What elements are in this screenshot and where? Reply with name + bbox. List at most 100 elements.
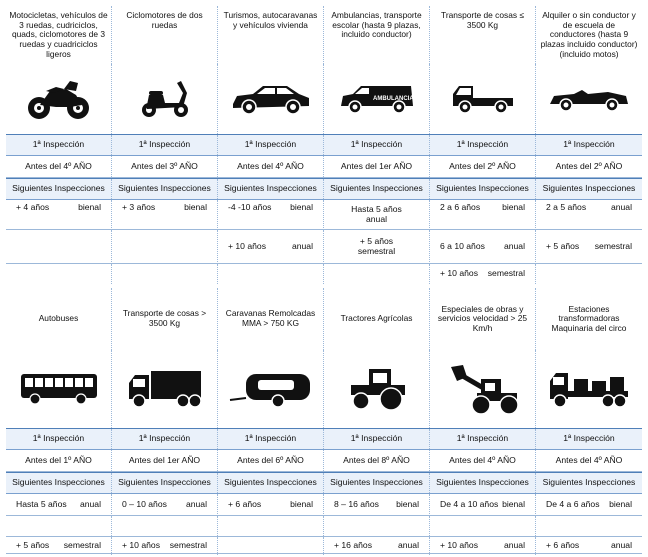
bottom-header-row: Autobuses Transporte de cosas > 3500 Kg … [6,288,642,350]
tractor-icon [350,369,405,411]
header-special-works: Especiales de obras y servicios velocida… [430,288,536,350]
period-cell: + 5 años semestral [6,537,112,555]
period-cell: + 6 años bienal [218,494,324,516]
caravan-icon [229,374,310,408]
top-period-row-1: + 4 años bienal + 3 años bienal -4 -10 año… [6,200,642,230]
header-motorcycles: Motocicletas, vehículos de 3 ruedas, cud… [6,6,112,64]
next-inspections-label: Siguientes Inspecciones [6,179,112,199]
first-inspection-value: Antes del 3º AÑO [112,156,218,177]
bottom-next-inspections-row: Siguientes Inspecciones Siguientes Inspe… [6,472,642,494]
header-light-transport: Transporte de cosas ≤ 3500 Kg [430,6,536,64]
header-heavy-transport: Transporte de cosas > 3500 Kg [112,288,218,350]
next-inspections-label: Siguientes Inspecciones [536,473,642,493]
first-inspection-label: 1ª Inspección [536,135,642,155]
next-inspections-label: Siguientes Inspecciones [112,179,218,199]
first-inspection-value: Antes del 8º AÑO [324,450,430,471]
next-inspections-label: Siguientes Inspecciones [536,179,642,199]
top-header-row: Motocicletas, vehículos de 3 ruedas, cud… [6,6,642,64]
convertible-car-icon [550,90,628,112]
pickup-truck-icon [452,86,513,114]
first-inspection-label: 1ª Inspección [6,429,112,449]
first-inspection-value: Antes del 1º AÑO [6,450,112,471]
next-inspections-label: Siguientes Inspecciones [112,473,218,493]
period-cell: 6 a 10 años anual [430,230,536,264]
next-inspections-label: Siguientes Inspecciones [218,473,324,493]
period-cell: + 16 años anual [324,537,430,555]
first-inspection-label: 1ª Inspección [112,429,218,449]
first-inspection-label: 1ª Inspección [324,429,430,449]
ambulance-icon: AMBULANCIA [340,86,414,114]
top-first-inspection-row: 1ª Inspección 1ª Inspección 1ª Inspecció… [6,134,642,156]
header-ambulances: Ambulancias, transporte escolar (hasta 9… [324,6,430,64]
period-cell: + 5 años semestral [324,230,430,264]
first-inspection-label: 1ª Inspección [430,135,536,155]
period-cell [112,230,218,264]
bottom-period-row-2 [6,516,642,536]
car-icon [232,86,309,115]
bottom-icon-row [6,350,642,428]
first-inspection-value: Antes del 4º AÑO [218,156,324,177]
flatbed-truck-icon [550,373,628,408]
period-cell: 2 a 5 años anual [546,202,632,212]
period-cell: Hasta 5 años anual [6,494,112,516]
header-mopeds: Ciclomotores de dos ruedas [112,6,218,64]
top-next-inspections-row: Siguientes Inspecciones Siguientes Inspe… [6,178,642,200]
first-inspection-label: 1ª Inspección [536,429,642,449]
period-cell: 2 a 6 años bienal [430,200,536,230]
period-cell [6,230,112,264]
next-inspections-label: Siguientes Inspecciones [430,179,536,199]
period-cell: + 6 años anual [546,540,632,551]
first-inspection-label: 1ª Inspección [218,135,324,155]
period-cell: + 10 años semestral [430,264,536,284]
next-inspections-label: Siguientes Inspecciones [324,473,430,493]
header-circus: Estaciones transformadoras Maquinaria de… [551,303,627,333]
first-inspection-value: Antes del 6º AÑO [218,450,324,471]
next-inspections-label: Siguientes Inspecciones [324,179,430,199]
period-cell: 8 – 16 años bienal [324,494,430,516]
inspection-table: Motocicletas, vehículos de 3 ruedas, cud… [6,6,642,555]
next-inspections-label: Siguientes Inspecciones [218,179,324,199]
scooter-icon [141,81,188,117]
first-inspection-value: Antes del 1er AÑO [324,156,430,177]
first-inspection-label: 1ª Inspección [430,429,536,449]
truck-icon [128,371,202,408]
first-inspection-value: Antes del 4º AÑO [555,454,623,465]
next-inspections-label: Siguientes Inspecciones [6,473,112,493]
period-cell: -4 -10 años bienal [218,200,324,230]
bottom-period-row-3: + 5 años semestral + 10 años semestral + 1… [6,536,642,555]
period-cell: + 10 años anual [430,537,536,555]
bottom-first-inspection-row: 1ª Inspección 1ª Inspección 1ª Inspecció… [6,428,642,450]
bus-icon [20,374,97,405]
top-period-row-3: + 10 años semestral [6,264,642,284]
first-inspection-value: Antes del 4º AÑO [430,450,536,471]
period-cell: Hasta 5 años anual [324,200,430,230]
first-inspection-value: Antes del 2º AÑO [555,160,623,171]
bottom-period-row-1: Hasta 5 años anual 0 – 10 años anual + 6 a… [6,494,642,516]
motorcycle-icon [27,81,89,119]
period-cell: 0 – 10 años anual [112,494,218,516]
header-cars: Turismos, autocaravanas y vehículos vivi… [218,6,324,64]
first-inspection-label: 1ª Inspección [112,135,218,155]
top-period-row-2: + 10 años anual + 5 años semestral 6 a 10 … [6,230,642,264]
first-inspection-label: 1ª Inspección [6,135,112,155]
top-icon-row: AMBULANCIA [6,64,642,134]
first-inspection-value: Antes del 4º AÑO [6,156,112,177]
first-inspection-label: 1ª Inspección [324,135,430,155]
period-cell: + 10 años anual [218,230,324,264]
loader-icon [450,365,519,415]
header-tractors: Tractores Agrícolas [324,288,430,350]
first-inspection-value: Antes del 1er AÑO [112,450,218,471]
header-buses: Autobuses [6,288,112,350]
period-cell: + 10 años semestral [112,537,218,555]
first-inspection-value: Antes del 2º AÑO [430,156,536,177]
next-inspections-label: Siguientes Inspecciones [430,473,536,493]
bottom-before-row: Antes del 1º AÑO Antes del 1er AÑO Antes… [6,450,642,472]
period-cell: De 4 a 10 años bienal [430,494,536,516]
header-rental: Alquiler o sin conductor y de escuela de… [540,10,638,59]
header-caravans: Caravanas Remolcadas MMA > 750 KG [218,288,324,350]
ambulance-label: AMBULANCIA [373,96,414,102]
period-cell: De 4 a 6 años bienal [546,499,632,510]
first-inspection-label: 1ª Inspección [218,429,324,449]
period-cell: + 3 años bienal [112,200,218,230]
period-cell: + 4 años bienal [6,200,112,230]
